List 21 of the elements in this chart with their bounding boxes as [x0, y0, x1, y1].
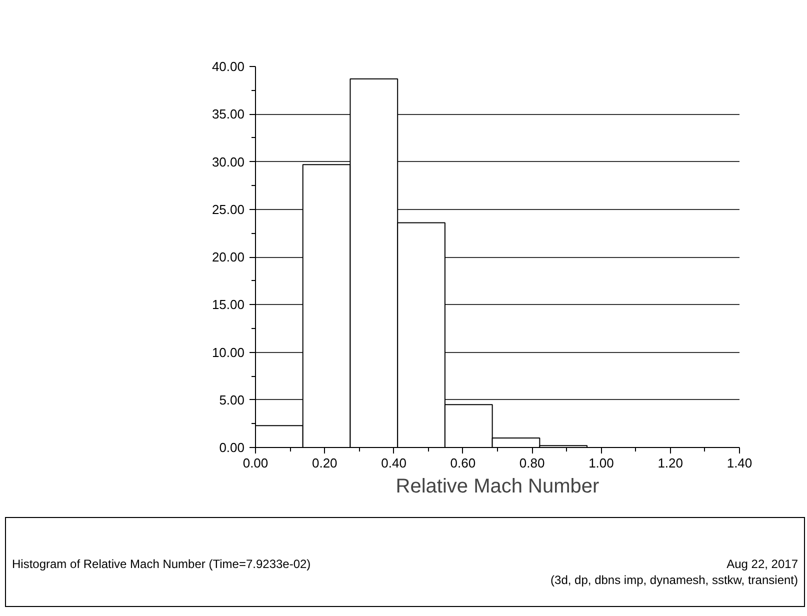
- y-tick-label: 40.00: [212, 59, 245, 74]
- y-tick-label: 5.00: [219, 392, 245, 408]
- y-tick-label: 10.00: [212, 344, 245, 360]
- x-tick-label: 1.20: [658, 456, 684, 470]
- y-tick-label: 35.00: [212, 106, 245, 122]
- x-tick-label: 0.00: [242, 456, 268, 470]
- y-tick-label: 20.00: [212, 250, 245, 264]
- x-tick-label: 0.80: [519, 456, 545, 470]
- x-tick-label: 0.60: [450, 456, 476, 470]
- x-tick-label: 0.40: [381, 456, 406, 470]
- y-tick-label: 25.00: [212, 202, 245, 217]
- text: Histogram of Relative Mach Number (Time=7.9233e-02): [12, 556, 311, 573]
- text: (3d, dp, dbns imp, dynamesh, sstkw, transient): [550, 572, 798, 589]
- x-tick-label: 1.00: [588, 456, 614, 470]
- y-tick-label: 15.00: [212, 297, 245, 312]
- text: Aug 22, 2017: [726, 556, 798, 573]
- y-tick-label: 30.00: [212, 154, 245, 170]
- y-tick-label: 0.00: [219, 440, 245, 455]
- x-tick-label: 1.40: [726, 456, 752, 470]
- x-tick-label: 0.20: [312, 456, 338, 470]
- x-axis-title: Relative Mach Number: [396, 476, 600, 498]
